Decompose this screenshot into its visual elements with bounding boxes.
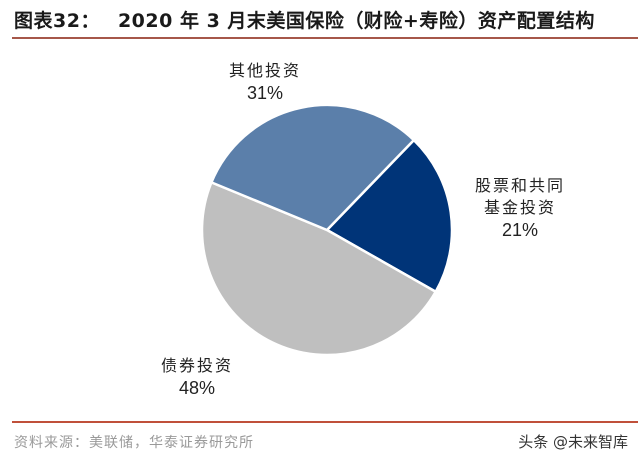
label-other-name: 其他投资 (228, 61, 301, 80)
title-rule (12, 37, 638, 39)
label-other-pct: 31% (246, 83, 284, 103)
label-equity-name-1: 股票和共同 (474, 176, 565, 195)
label-bond-investment: 债券投资 48% (142, 355, 252, 399)
slice-bond (200, 181, 437, 357)
figure-label: 图表32： (14, 10, 100, 32)
slice-other (210, 103, 416, 232)
label-equity-investment: 股票和共同 基金投资 21% (460, 175, 580, 241)
figure-title-text: 2020 年 3 月末美国保险（财险+寿险）资产配置结构 (117, 10, 595, 32)
slice-equity (325, 138, 454, 293)
footer-rule (12, 421, 638, 423)
figure-title: 图表32： 2020 年 3 月末美国保险（财险+寿险）资产配置结构 (14, 6, 595, 33)
label-equity-pct: 21% (501, 220, 539, 240)
watermark: 头条 @未来智库 (518, 433, 628, 451)
label-bond-pct: 48% (178, 378, 216, 398)
label-equity-name-2: 基金投资 (483, 198, 556, 217)
source-note: 资料来源：美联储，华泰证券研究所 (14, 435, 254, 451)
label-other-investment: 其他投资 31% (210, 60, 320, 104)
label-bond-name: 债券投资 (160, 356, 233, 375)
